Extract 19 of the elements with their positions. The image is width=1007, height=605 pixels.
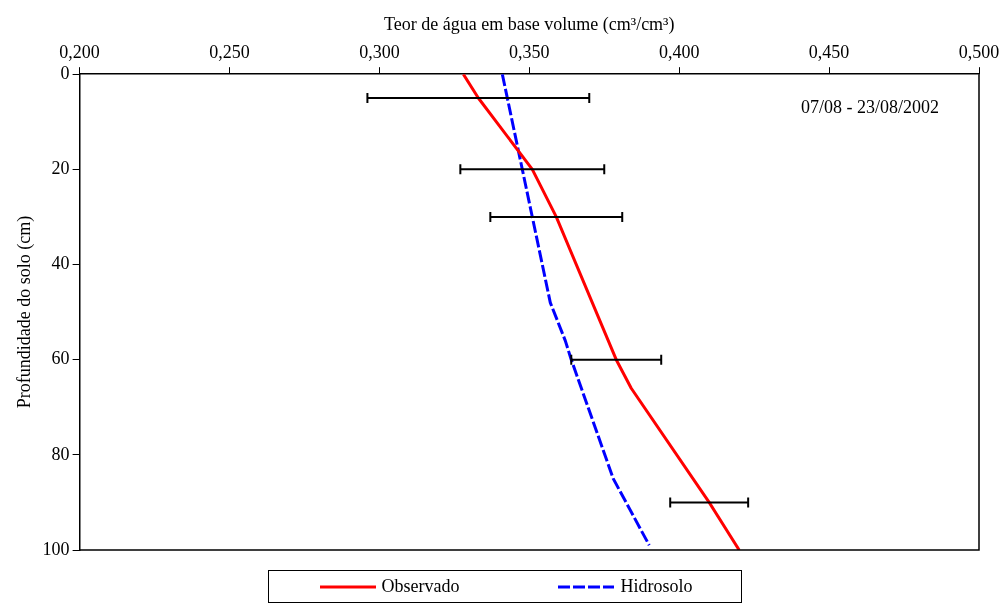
legend-label: Hidrosolo [620,576,693,597]
y-tick-label: 60 [51,348,70,369]
x-tick-label: 0,450 [808,42,850,63]
x-tick-label: 0,400 [658,42,700,63]
x-tick-label: 0,350 [509,42,550,63]
x-tick-label: 0,500 [958,42,1000,63]
y-tick-label: 100 [42,538,70,559]
y-tick-label: 20 [51,158,70,179]
annotation: 07/08 - 23/08/2002 [801,96,939,117]
x-tick-label: 0,200 [59,42,100,63]
x-axis-title: Teor de água em base volume (cm³/cm³) [384,13,675,35]
y-axis-title: Profundidade do solo (cm) [13,215,35,409]
y-tick-label: 80 [51,443,70,464]
x-tick-label: 0,300 [359,42,400,63]
legend-label: Observado [381,576,460,597]
x-tick-label: 0,250 [209,42,250,63]
y-tick-label: 40 [51,253,70,274]
y-tick-label: 0 [60,62,70,83]
line-series [500,74,651,547]
